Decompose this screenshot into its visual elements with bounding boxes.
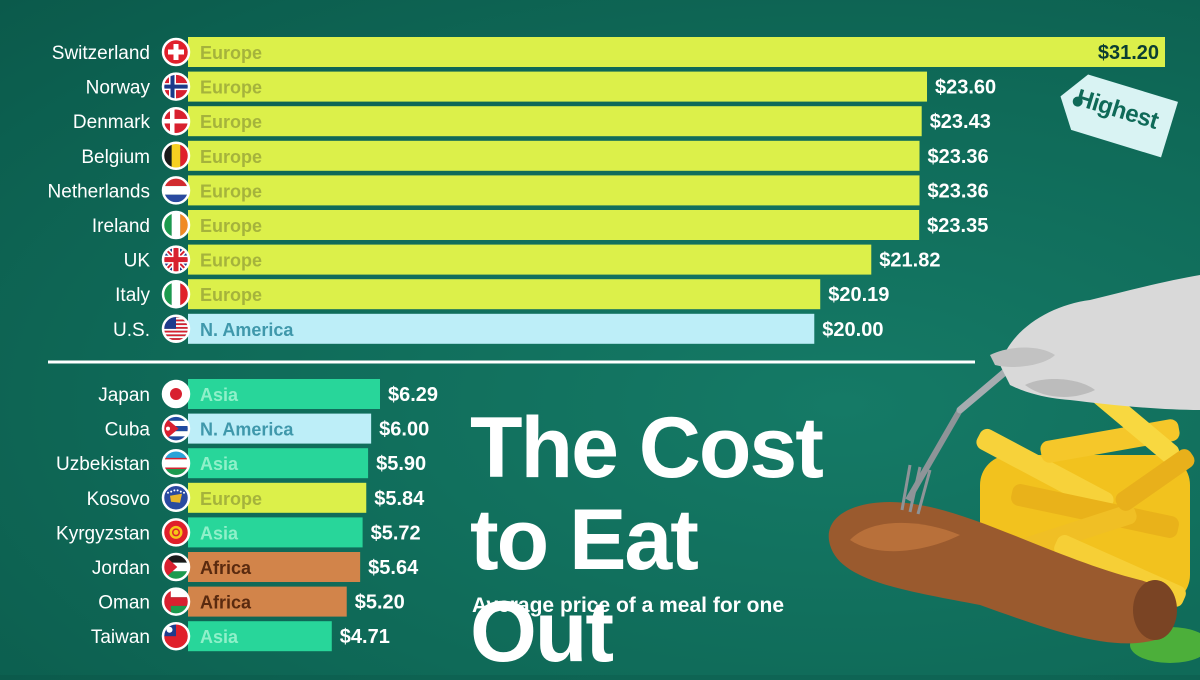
value-label: $6.29 (388, 384, 438, 406)
region-label: Europe (200, 43, 262, 63)
country-label: Uzbekistan (56, 454, 150, 475)
denmark-flag-icon (161, 106, 191, 136)
country-label: Oman (98, 593, 150, 614)
region-label: Europe (200, 285, 262, 305)
taiwan-flag-icon (161, 621, 191, 651)
value-label: $21.82 (879, 250, 940, 272)
value-label: $23.36 (927, 180, 988, 202)
country-label: Jordan (92, 558, 150, 579)
country-label: Norway (86, 78, 151, 99)
value-label: $6.00 (379, 419, 429, 441)
bar-us (188, 313, 815, 344)
belgium-flag-icon (161, 141, 191, 171)
chart-title: The Cost to Eat Out (470, 402, 830, 678)
region-label: Asia (200, 454, 239, 474)
bar-kyrgyzstan (188, 517, 363, 548)
value-label: $5.72 (371, 522, 421, 544)
value-label: $23.36 (927, 146, 988, 168)
bar-netherlands (188, 175, 920, 206)
kyrgyzstan-flag-icon (161, 518, 191, 547)
bar-norway (188, 71, 928, 102)
bar-oman (188, 586, 347, 617)
bar-cuba (188, 413, 372, 444)
value-label: $20.19 (828, 284, 889, 306)
value-label: $4.71 (340, 626, 390, 648)
bar-uzbekistan (188, 448, 369, 479)
jordan-flag-icon (161, 552, 191, 582)
chart-title-line-2: to Eat Out (470, 492, 699, 680)
value-label: $23.43 (930, 111, 991, 133)
country-label: Netherlands (48, 181, 150, 202)
bar-denmark (188, 106, 922, 137)
chicken-drumstick-illustration (828, 501, 1177, 644)
country-label: Kosovo (87, 489, 150, 510)
country-label: Switzerland (52, 43, 150, 64)
netherlands-flag-icon (161, 176, 191, 205)
region-label: Asia (200, 523, 239, 543)
region-label: Europe (200, 147, 262, 167)
chart-subtitle: Average price of a meal for one (472, 594, 784, 617)
food-photo (828, 275, 1200, 663)
value-label: $31.20 (1098, 42, 1159, 64)
us-flag-icon (161, 314, 191, 344)
bar-switzerland (188, 37, 1165, 67)
highest-tag (1060, 74, 1178, 158)
country-label: Taiwan (91, 627, 150, 648)
country-label: Kyrgyzstan (56, 523, 150, 544)
region-label: Asia (200, 385, 239, 405)
kosovo-flag-icon (161, 483, 191, 513)
value-label: $5.90 (376, 453, 426, 475)
region-label: Asia (200, 627, 239, 647)
region-label: Europe (200, 78, 262, 98)
value-label: $20.00 (822, 319, 883, 341)
region-label: Europe (200, 181, 262, 201)
region-label: Europe (200, 112, 262, 132)
country-label: Denmark (73, 112, 151, 133)
bar-jordan (188, 552, 361, 582)
country-label: Japan (98, 385, 150, 406)
country-label: Ireland (92, 216, 150, 237)
bar-italy (188, 279, 821, 310)
switzerland-flag-icon (161, 37, 191, 67)
chart-title-line-1: The Cost (470, 400, 824, 496)
region-label: Africa (200, 558, 252, 578)
bar-ireland (188, 210, 920, 240)
cuba-flag-icon (161, 414, 191, 443)
country-label: U.S. (113, 320, 150, 341)
region-label: Europe (200, 251, 262, 271)
country-label: Cuba (105, 420, 151, 441)
hand-illustration (990, 275, 1200, 410)
country-label: Italy (115, 285, 150, 306)
bar-taiwan (188, 621, 332, 652)
value-label: $23.35 (927, 215, 988, 237)
value-label: $5.20 (355, 592, 405, 614)
country-label: Belgium (81, 147, 150, 168)
region-label: Africa (200, 593, 252, 613)
bar-kosovo (188, 482, 367, 513)
italy-flag-icon (161, 279, 191, 309)
region-label: N. America (200, 420, 294, 440)
japan-flag-icon (161, 379, 191, 409)
norway-flag-icon (161, 72, 191, 101)
ireland-flag-icon (161, 210, 191, 240)
region-label: N. America (200, 320, 294, 340)
bar-japan (188, 379, 380, 409)
country-label: UK (124, 251, 151, 272)
region-label: Europe (200, 216, 262, 236)
bar-uk (188, 244, 872, 275)
oman-flag-icon (161, 587, 191, 616)
value-label: $23.60 (935, 77, 996, 99)
value-label: $5.84 (374, 488, 425, 510)
bar-belgium (188, 140, 920, 171)
uzbekistan-flag-icon (161, 448, 191, 478)
region-label: Europe (200, 489, 262, 509)
value-label: $5.64 (368, 557, 419, 579)
uk-flag-icon (161, 245, 191, 274)
